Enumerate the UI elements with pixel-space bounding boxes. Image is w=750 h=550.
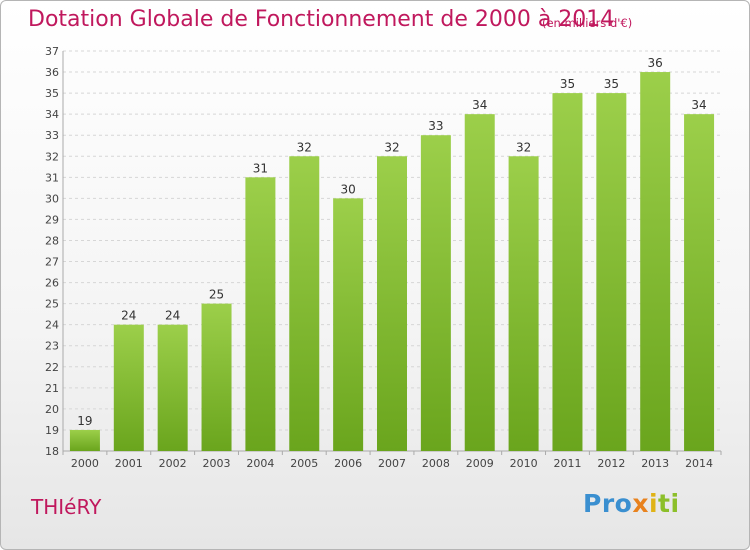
- y-tick-label: 26: [45, 277, 59, 290]
- x-tick-label: 2009: [466, 457, 494, 470]
- bars: [69, 72, 715, 452]
- data-label-2010: 32: [516, 140, 531, 154]
- y-tick-label: 24: [45, 319, 59, 332]
- y-tick-label: 36: [45, 66, 59, 79]
- bar-2000[interactable]: [69, 429, 100, 451]
- y-tick-label: 27: [45, 256, 59, 269]
- data-label-2005: 32: [297, 140, 312, 154]
- data-label-2004: 31: [253, 161, 268, 175]
- x-tick-label: 2014: [685, 457, 713, 470]
- bar-2012[interactable]: [596, 93, 627, 452]
- logo-part-3: i: [648, 489, 659, 518]
- data-label-2006: 30: [340, 182, 355, 196]
- y-tick-label: 29: [45, 213, 59, 226]
- y-tick-label: 18: [45, 445, 59, 458]
- y-tick-label: 19: [45, 424, 59, 437]
- data-label-2008: 33: [428, 119, 443, 133]
- x-tick-label: 2004: [246, 457, 274, 470]
- y-tick-label: 37: [45, 45, 59, 58]
- axes: 18 19 20 21 22 23 24 25 26 27 28 29 30 31 32 33 34 35 36 37…: [45, 45, 722, 470]
- x-tick-label: 2013: [641, 457, 669, 470]
- x-tick-label: 2007: [378, 457, 406, 470]
- x-tick-label: 2003: [203, 457, 231, 470]
- bar-2011[interactable]: [552, 93, 583, 452]
- data-label-2012: 35: [604, 77, 619, 91]
- chart-title: Dotation Globale de Fonctionnement de 20…: [28, 7, 615, 32]
- bar-2004[interactable]: [245, 177, 276, 451]
- y-tick-label: 20: [45, 403, 59, 416]
- logo-part-4: ti: [658, 489, 680, 518]
- y-tick-label: 32: [45, 150, 59, 163]
- proxiti-logo[interactable]: Proxiti: [583, 489, 680, 518]
- data-label-2000: 19: [77, 414, 92, 428]
- y-tick-label: 34: [45, 108, 59, 121]
- y-tick-label: 33: [45, 129, 59, 142]
- data-label-2001: 24: [121, 309, 136, 323]
- chart-subtitle: (en milliers d'€): [542, 16, 633, 30]
- x-tick-label: 2011: [553, 457, 581, 470]
- data-label-2002: 24: [165, 309, 180, 323]
- y-tick-label: 21: [45, 382, 59, 395]
- y-tick-label: 30: [45, 192, 59, 205]
- data-labels: 19 24 24 25 31 32 30 32 33 34 32 35 35 36 34: [77, 56, 706, 428]
- y-tick-label: 23: [45, 340, 59, 353]
- bar-2014[interactable]: [684, 114, 715, 451]
- data-label-2009: 34: [472, 98, 487, 112]
- bar-2009[interactable]: [464, 114, 495, 451]
- x-tick-label: 2001: [115, 457, 143, 470]
- x-tick-label: 2008: [422, 457, 450, 470]
- x-tick-label: 2006: [334, 457, 362, 470]
- x-tick-label: 2005: [290, 457, 318, 470]
- y-tick-label: 28: [45, 234, 59, 247]
- data-label-2011: 35: [560, 77, 575, 91]
- bar-2007[interactable]: [377, 156, 407, 451]
- bar-2008[interactable]: [420, 135, 451, 452]
- bar-2003[interactable]: [201, 303, 232, 451]
- bar-2005[interactable]: [289, 156, 320, 451]
- bar-2002[interactable]: [157, 324, 188, 451]
- data-label-2014: 34: [691, 98, 706, 112]
- bar-2013[interactable]: [640, 72, 671, 451]
- logo-part-1: Pro: [583, 489, 633, 518]
- bar-2001[interactable]: [113, 324, 144, 451]
- y-tick-label: 25: [45, 298, 59, 311]
- x-tick-label: 2002: [159, 457, 187, 470]
- y-tick-label: 31: [45, 171, 59, 184]
- data-label-2007: 32: [384, 140, 399, 154]
- data-label-2013: 36: [648, 56, 663, 70]
- x-tick-label: 2000: [71, 457, 99, 470]
- y-tick-label: 22: [45, 361, 59, 374]
- x-tick-label: 2012: [597, 457, 625, 470]
- logo-part-2: x: [632, 489, 649, 518]
- bar-2006[interactable]: [333, 198, 364, 451]
- y-tick-label: 35: [45, 87, 59, 100]
- x-tick-label: 2010: [510, 457, 538, 470]
- bar-2010[interactable]: [508, 156, 539, 451]
- commune-name: THIéRY: [31, 495, 102, 519]
- data-label-2003: 25: [209, 288, 224, 302]
